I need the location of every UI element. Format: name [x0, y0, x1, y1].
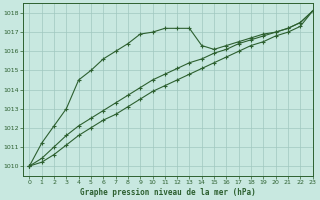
X-axis label: Graphe pression niveau de la mer (hPa): Graphe pression niveau de la mer (hPa)	[80, 188, 256, 197]
